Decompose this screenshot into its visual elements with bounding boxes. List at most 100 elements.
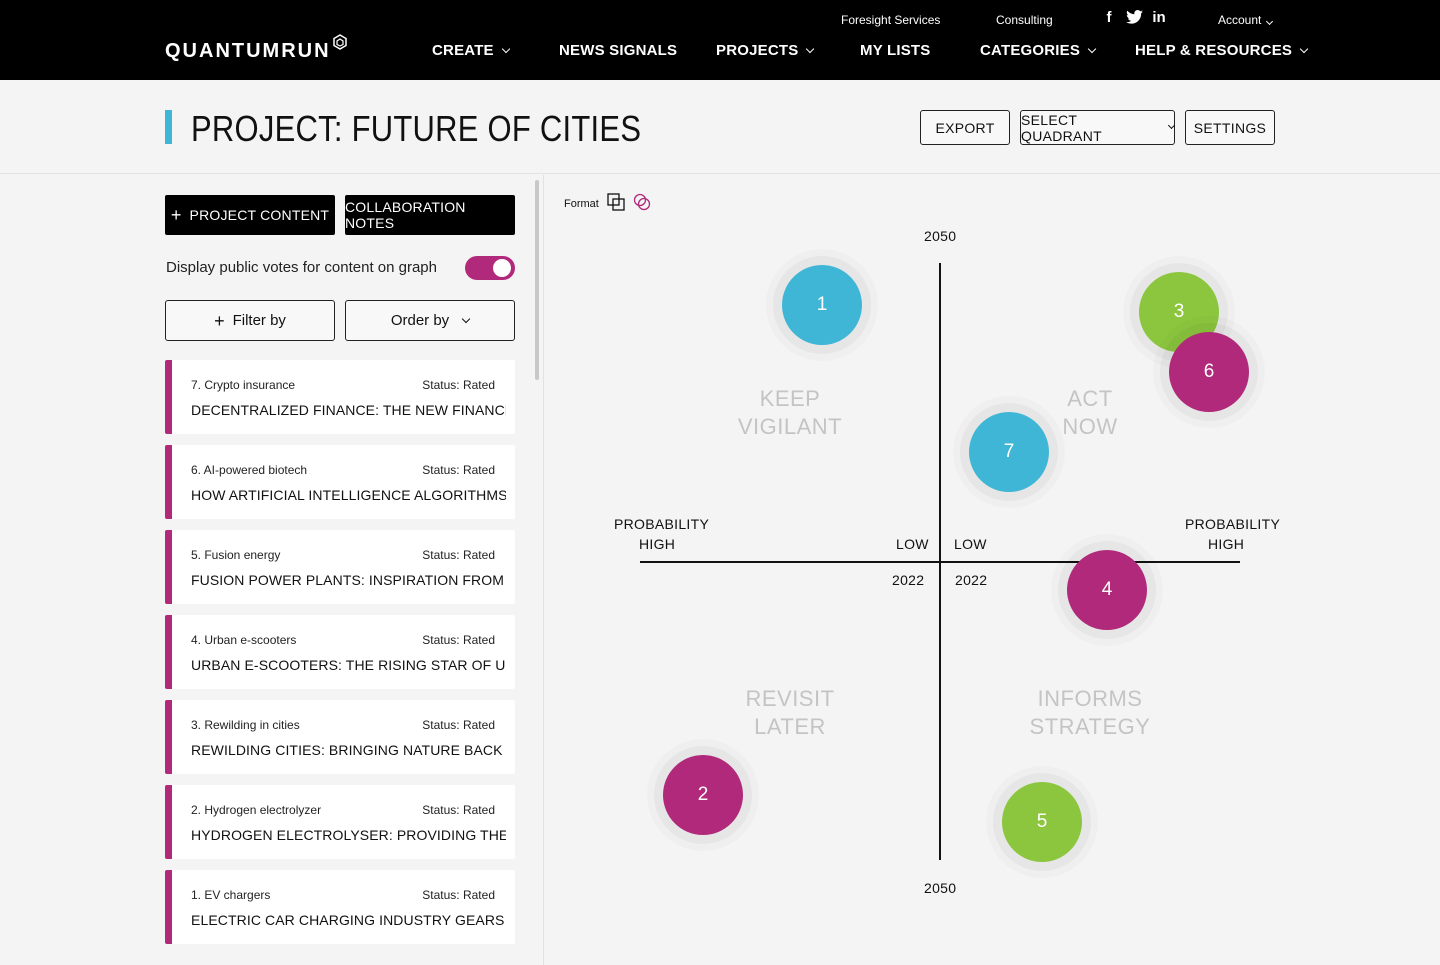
title-accent-bar	[165, 110, 172, 144]
account-label: Account	[1218, 13, 1262, 27]
left-low-label: LOW	[896, 536, 929, 552]
chevron-down-icon	[1087, 44, 1097, 53]
content-bubble[interactable]: 7	[969, 412, 1049, 492]
card-subtitle: 1. EV chargers	[191, 888, 271, 902]
card-status: Status: Rated	[422, 888, 495, 902]
card-subtitle: 3. Rewilding in cities	[191, 718, 300, 732]
card-headline: FUSION POWER PLANTS: INSPIRATION FROM TH…	[191, 572, 506, 588]
quadrant-line: ACT	[1067, 386, 1113, 411]
quadrant-keep-vigilant: KEEP VIGILANT	[735, 385, 845, 441]
nav-categories[interactable]: CATEGORIES	[980, 42, 1097, 59]
social-links: f in	[1101, 10, 1167, 26]
logo-text: QUANTUMRUN	[165, 40, 331, 62]
toggle-knob	[493, 259, 511, 277]
card-status: Status: Rated	[422, 633, 495, 647]
public-votes-toggle[interactable]	[465, 256, 515, 280]
public-votes-toggle-label: Display public votes for content on grap…	[166, 259, 437, 276]
content-bubble[interactable]: 6	[1169, 332, 1249, 412]
card-subtitle: 6. AI-powered biotech	[191, 463, 308, 477]
right-2022-label: 2022	[955, 572, 988, 588]
card-headline: HOW ARTIFICIAL INTELLIGENCE ALGORITHMS..…	[191, 487, 506, 503]
filter-by-button[interactable]: + Filter by	[165, 300, 335, 341]
content-card[interactable]: 3. Rewilding in cities Status: Rated REW…	[165, 700, 515, 774]
format-label: Format	[564, 197, 599, 210]
nav-help-resources[interactable]: HELP & RESOURCES	[1135, 42, 1309, 59]
content-card[interactable]: 2. Hydrogen electrolyzer Status: Rated H…	[165, 785, 515, 859]
nav-my-lists[interactable]: MY LISTS	[860, 42, 931, 59]
export-button[interactable]: EXPORT	[920, 110, 1010, 145]
right-probability-label: PROBABILITY	[1185, 516, 1281, 532]
chevron-down-icon	[501, 44, 511, 53]
content-bubble[interactable]: 1	[782, 265, 862, 345]
top-year-label: 2050	[924, 228, 957, 244]
logo-hex-icon	[332, 33, 347, 56]
account-menu[interactable]: Account	[1218, 13, 1274, 27]
card-subtitle: 5. Fusion energy	[191, 548, 281, 562]
collaboration-notes-button[interactable]: COLLABORATION NOTES	[345, 195, 515, 235]
collaboration-notes-label: COLLABORATION NOTES	[345, 199, 466, 231]
quadrant-informs-strategy: INFORMS STRATEGY	[1025, 685, 1155, 741]
nav-categories-label: CATEGORIES	[980, 42, 1081, 59]
nav-create[interactable]: CREATE	[432, 42, 511, 59]
content-bubble[interactable]: 2	[663, 755, 743, 835]
nav-projects[interactable]: PROJECTS	[716, 42, 815, 59]
page-header: PROJECT: FUTURE OF CITIES EXPORT SELECT …	[0, 80, 1440, 174]
card-status: Status: Rated	[422, 803, 495, 817]
content-card[interactable]: 1. EV chargers Status: Rated ELECTRIC CA…	[165, 870, 515, 944]
settings-button[interactable]: SETTINGS	[1185, 110, 1275, 145]
card-headline: DECENTRALIZED FINANCE: THE NEW FINANCE..…	[191, 402, 506, 418]
select-quadrant-button[interactable]: SELECT QUADRANT	[1020, 110, 1176, 145]
right-high-label: HIGH	[1208, 536, 1245, 552]
quadrant-line: LATER	[754, 714, 826, 739]
chevron-down-icon	[806, 44, 815, 53]
nav-news-signals[interactable]: NEWS SIGNALS	[559, 42, 677, 59]
content-bubble[interactable]: 5	[1002, 782, 1082, 862]
card-headline: HYDROGEN ELECTROLYSER: PROVIDING THE FUE…	[191, 827, 506, 843]
card-headline: REWILDING CITIES: BRINGING NATURE BACK I…	[191, 742, 506, 758]
content-bubble[interactable]: 4	[1067, 550, 1147, 630]
content-card[interactable]: 6. AI-powered biotech Status: Rated HOW …	[165, 445, 515, 519]
quadrant-revisit-later: REVISIT LATER	[735, 685, 845, 741]
content-card[interactable]: 4. Urban e-scooters Status: Rated URBAN …	[165, 615, 515, 689]
facebook-icon[interactable]: f	[1106, 9, 1112, 26]
scrollbar[interactable]	[535, 180, 539, 380]
chevron-down-icon	[1266, 17, 1274, 26]
consulting-link[interactable]: Consulting	[996, 13, 1053, 27]
quadrant-line: INFORMS	[1037, 686, 1143, 711]
nav-news-label: NEWS SIGNALS	[559, 42, 678, 59]
quadrant-line: KEEP	[759, 386, 821, 411]
twitter-icon[interactable]	[1126, 10, 1143, 26]
quadrant-line: VIGILANT	[737, 414, 843, 439]
project-content-button[interactable]: + PROJECT CONTENT	[165, 195, 335, 235]
quadrant-line: REVISIT	[745, 686, 835, 711]
card-status: Status: Rated	[422, 548, 495, 562]
card-subtitle: 2. Hydrogen electrolyzer	[191, 803, 322, 817]
bottom-year-label: 2050	[924, 880, 957, 896]
select-quadrant-label: SELECT QUADRANT	[1021, 111, 1102, 144]
card-status: Status: Rated	[422, 463, 495, 477]
nav-create-label: CREATE	[432, 42, 494, 59]
left-probability-label: PROBABILITY	[614, 516, 710, 532]
card-subtitle: 4. Urban e-scooters	[191, 633, 297, 647]
nav-projects-label: PROJECTS	[716, 42, 799, 59]
export-label: EXPORT	[935, 119, 995, 136]
page-title: PROJECT: FUTURE OF CITIES	[191, 108, 642, 149]
foresight-services-link[interactable]: Foresight Services	[841, 13, 941, 27]
overlap-circles-icon[interactable]	[633, 193, 651, 214]
quantumrun-logo[interactable]: QUANTUMRUN	[165, 34, 347, 63]
quadrant-act-now: ACT NOW	[1035, 385, 1145, 441]
nav-help-label: HELP & RESOURCES	[1135, 42, 1293, 59]
overlap-squares-icon[interactable]	[607, 193, 625, 214]
content-card[interactable]: 7. Crypto insurance Status: Rated DECENT…	[165, 360, 515, 434]
card-status: Status: Rated	[422, 718, 495, 732]
linkedin-icon[interactable]: in	[1152, 9, 1166, 26]
order-by-label: Order by	[390, 312, 450, 329]
filter-by-label: Filter by	[232, 312, 286, 329]
content-card[interactable]: 5. Fusion energy Status: Rated FUSION PO…	[165, 530, 515, 604]
card-headline: URBAN E-SCOOTERS: THE RISING STAR OF URB…	[191, 657, 506, 673]
order-by-button[interactable]: Order by	[345, 300, 515, 341]
quadrant-line: NOW	[1062, 414, 1118, 439]
quadrant-graph: Format 2050 2050 PROBABILITY HIGH LOW 20…	[545, 175, 1440, 965]
chevron-down-icon	[461, 314, 471, 323]
format-controls: Format	[564, 193, 651, 214]
